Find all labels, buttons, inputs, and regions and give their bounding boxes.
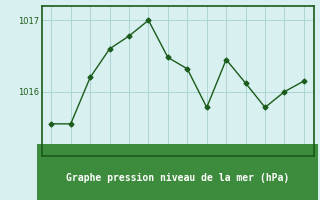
X-axis label: Graphe pression niveau de la mer (hPa): Graphe pression niveau de la mer (hPa) [66,173,289,183]
